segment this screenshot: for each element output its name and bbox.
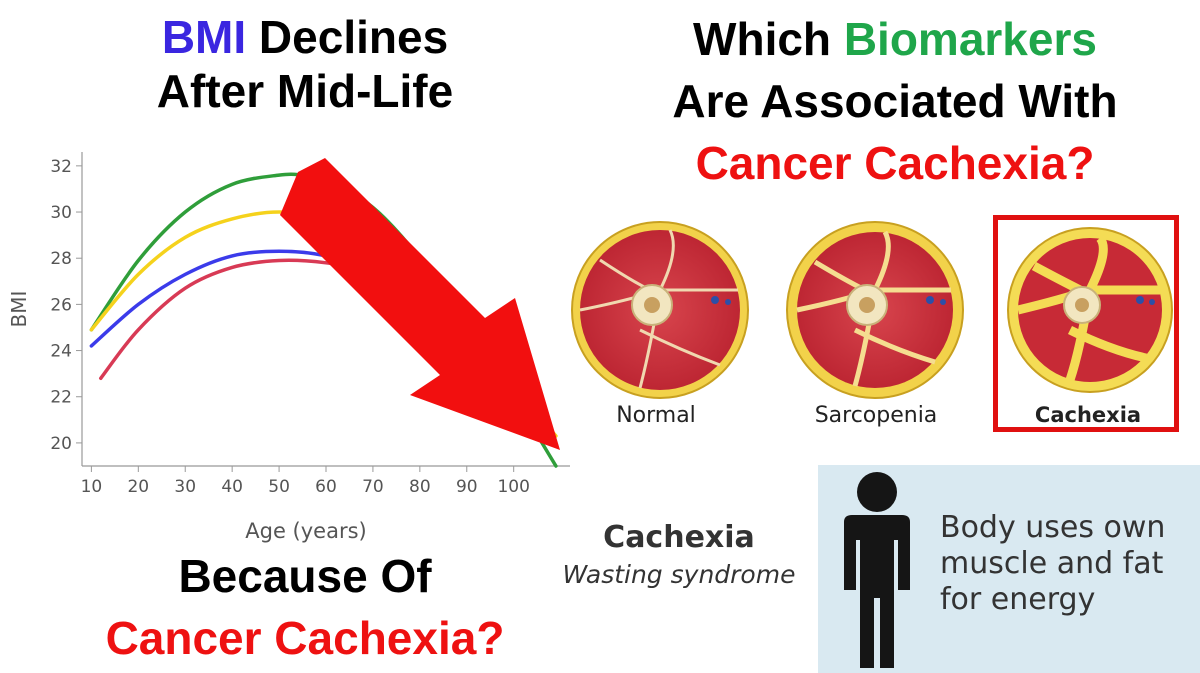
- definition-subtitle: Wasting syndrome: [562, 560, 796, 589]
- cachexia-muscle-image: [1007, 227, 1173, 393]
- sarcopenia-muscle-image: [786, 221, 964, 399]
- right-title-line-3: Cancer Cachexia?: [695, 137, 1095, 189]
- definition-term: Cachexia: [603, 520, 755, 555]
- bottom-left-line-1: Because Of: [178, 550, 432, 602]
- normal-muscle-image: [571, 221, 749, 399]
- x-tick-label: 90: [456, 477, 478, 497]
- info-description: Body uses own muscle and fat for energy: [940, 510, 1166, 617]
- x-tick-label: 100: [497, 477, 529, 497]
- bmi-age-chart: 20 22 24 26 28 30 32 10 20 30 40 50 60 70 80 90 100 Age (…: [7, 152, 570, 543]
- right-title-prefix: Which: [693, 13, 844, 65]
- x-tick-label: 50: [268, 477, 290, 497]
- y-tick-label: 28: [50, 249, 72, 269]
- person-icon: [844, 472, 910, 668]
- right-title-line-1: Which Biomarkers: [600, 8, 1190, 70]
- x-tick-label: 60: [315, 477, 337, 497]
- bottom-left-line-2: Cancer Cachexia?: [105, 612, 505, 664]
- right-title: Which Biomarkers Are Associated With Can…: [600, 8, 1190, 194]
- biomarkers-accent: Biomarkers: [843, 13, 1097, 65]
- y-tick-label: 20: [50, 434, 72, 454]
- decline-arrow-shape: [280, 158, 560, 450]
- chart-axes: 20 22 24 26 28 30 32 10 20 30 40 50 60 70 80 90 100 Age (…: [7, 152, 570, 543]
- normal-label: Normal: [616, 403, 696, 428]
- x-tick-label: 20: [127, 477, 149, 497]
- x-tick-label: 80: [409, 477, 431, 497]
- x-tick-label: 10: [81, 477, 103, 497]
- x-axis-label: Age (years): [245, 519, 366, 543]
- cachexia-highlight-frame: [993, 215, 1179, 432]
- x-tick-label: 40: [221, 477, 243, 497]
- bottom-left-question: Because Of Cancer Cachexia?: [40, 545, 570, 669]
- right-title-line-2: Are Associated With: [672, 75, 1118, 127]
- y-tick-label: 22: [50, 388, 72, 408]
- cachexia-label: Cachexia: [1034, 403, 1142, 427]
- y-tick-label: 32: [50, 157, 72, 177]
- muscle-cross-sections: [571, 221, 1173, 399]
- left-title: BMI Declines After Mid-Life: [60, 10, 550, 118]
- y-tick-label: 24: [50, 342, 72, 362]
- series-line-4: [99, 258, 375, 381]
- sarcopenia-label: Sarcopenia: [814, 403, 938, 428]
- left-title-line-2: After Mid-Life: [156, 65, 454, 117]
- y-tick-label: 26: [50, 295, 72, 315]
- left-title-line-1: BMI Declines: [60, 10, 550, 64]
- x-tick-label: 70: [362, 477, 384, 497]
- left-title-rest: Declines: [246, 11, 449, 63]
- y-axis-label: BMI: [7, 291, 31, 328]
- y-tick-label: 30: [50, 203, 72, 223]
- bmi-accent: BMI: [161, 11, 247, 63]
- x-tick-label: 30: [174, 477, 196, 497]
- decline-arrow: [280, 158, 560, 450]
